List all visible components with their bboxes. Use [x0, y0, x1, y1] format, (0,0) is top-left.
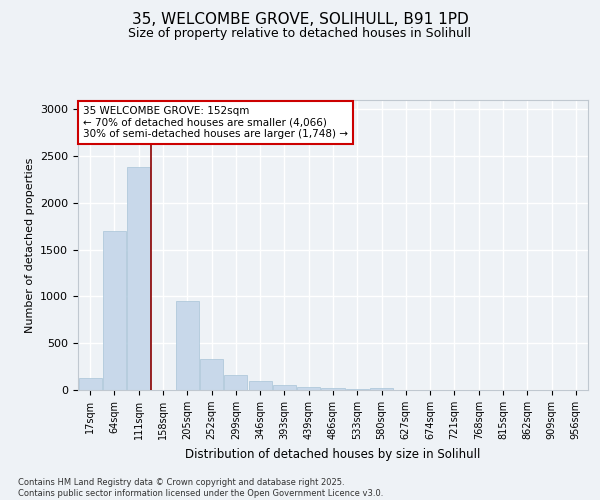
Text: Contains HM Land Registry data © Crown copyright and database right 2025.
Contai: Contains HM Land Registry data © Crown c… — [18, 478, 383, 498]
Bar — [224, 375, 247, 390]
Bar — [127, 168, 150, 390]
Bar — [79, 378, 101, 390]
Bar — [273, 385, 296, 390]
Text: Size of property relative to detached houses in Solihull: Size of property relative to detached ho… — [128, 28, 472, 40]
Bar — [176, 301, 199, 390]
Y-axis label: Number of detached properties: Number of detached properties — [25, 158, 35, 332]
Bar — [297, 387, 320, 390]
Bar — [200, 359, 223, 390]
Text: 35 WELCOMBE GROVE: 152sqm
← 70% of detached houses are smaller (4,066)
30% of se: 35 WELCOMBE GROVE: 152sqm ← 70% of detac… — [83, 106, 348, 139]
X-axis label: Distribution of detached houses by size in Solihull: Distribution of detached houses by size … — [185, 448, 481, 460]
Bar — [346, 388, 369, 390]
Bar — [103, 231, 126, 390]
Bar — [370, 388, 393, 390]
Bar — [248, 380, 272, 390]
Text: 35, WELCOMBE GROVE, SOLIHULL, B91 1PD: 35, WELCOMBE GROVE, SOLIHULL, B91 1PD — [131, 12, 469, 28]
Bar — [322, 388, 344, 390]
